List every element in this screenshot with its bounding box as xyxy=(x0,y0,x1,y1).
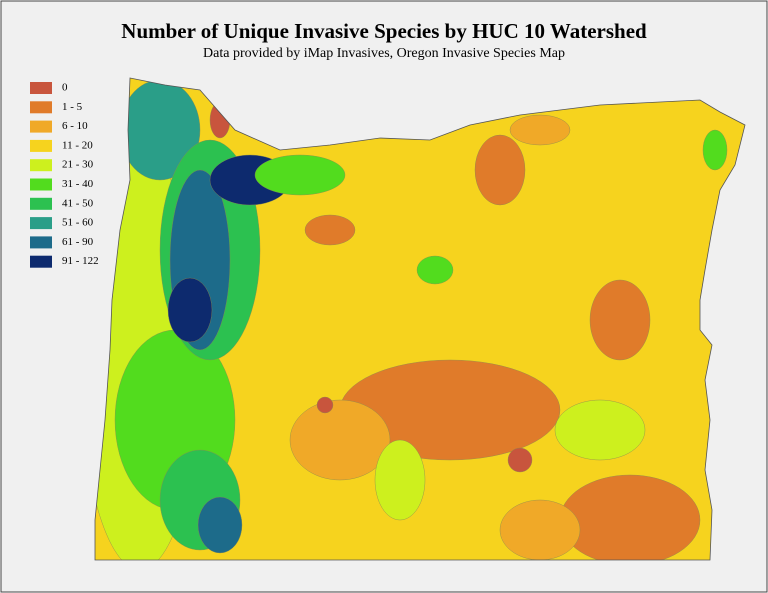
legend-swatch xyxy=(30,139,52,152)
region xyxy=(509,114,571,146)
region xyxy=(589,279,651,361)
region xyxy=(304,214,356,246)
region xyxy=(554,399,646,461)
region xyxy=(316,396,334,414)
map-title: Number of Unique Invasive Species by HUC… xyxy=(121,19,647,43)
legend-swatch xyxy=(30,197,52,210)
legend-label: 51 - 60 xyxy=(62,217,94,229)
legend-swatch xyxy=(30,82,52,94)
legend-label: 1 - 5 xyxy=(62,101,83,113)
region xyxy=(197,496,243,554)
map-subtitle: Data provided by iMap Invasives, Oregon … xyxy=(203,46,565,61)
region xyxy=(289,399,391,481)
legend-label: 0 xyxy=(62,82,68,94)
region xyxy=(254,154,346,196)
legend: 0 1 - 5 6 - 10 11 - 20 21 - 30 31 - 40 41 - 50… xyxy=(30,82,99,268)
region xyxy=(507,447,533,473)
region xyxy=(559,474,701,560)
legend-swatch xyxy=(30,178,52,191)
legend-label: 61 - 90 xyxy=(62,236,94,248)
region xyxy=(499,499,581,560)
region xyxy=(374,439,426,521)
legend-label: 91 - 122 xyxy=(62,255,99,267)
legend-swatch xyxy=(30,255,52,268)
region xyxy=(416,255,454,285)
legend-swatch xyxy=(30,101,52,114)
state-map xyxy=(95,78,745,560)
legend-swatch xyxy=(30,159,52,172)
legend-label: 6 - 10 xyxy=(62,120,88,132)
legend-swatch xyxy=(30,217,52,230)
legend-label: 21 - 30 xyxy=(62,159,94,171)
legend-label: 41 - 50 xyxy=(62,197,94,209)
region xyxy=(702,129,728,171)
legend-label: 11 - 20 xyxy=(62,139,93,151)
state-outline xyxy=(94,77,746,561)
legend-swatch xyxy=(30,236,52,249)
legend-swatch xyxy=(30,120,52,133)
region xyxy=(167,277,213,343)
region xyxy=(474,134,526,206)
legend-label: 31 - 40 xyxy=(62,178,94,190)
